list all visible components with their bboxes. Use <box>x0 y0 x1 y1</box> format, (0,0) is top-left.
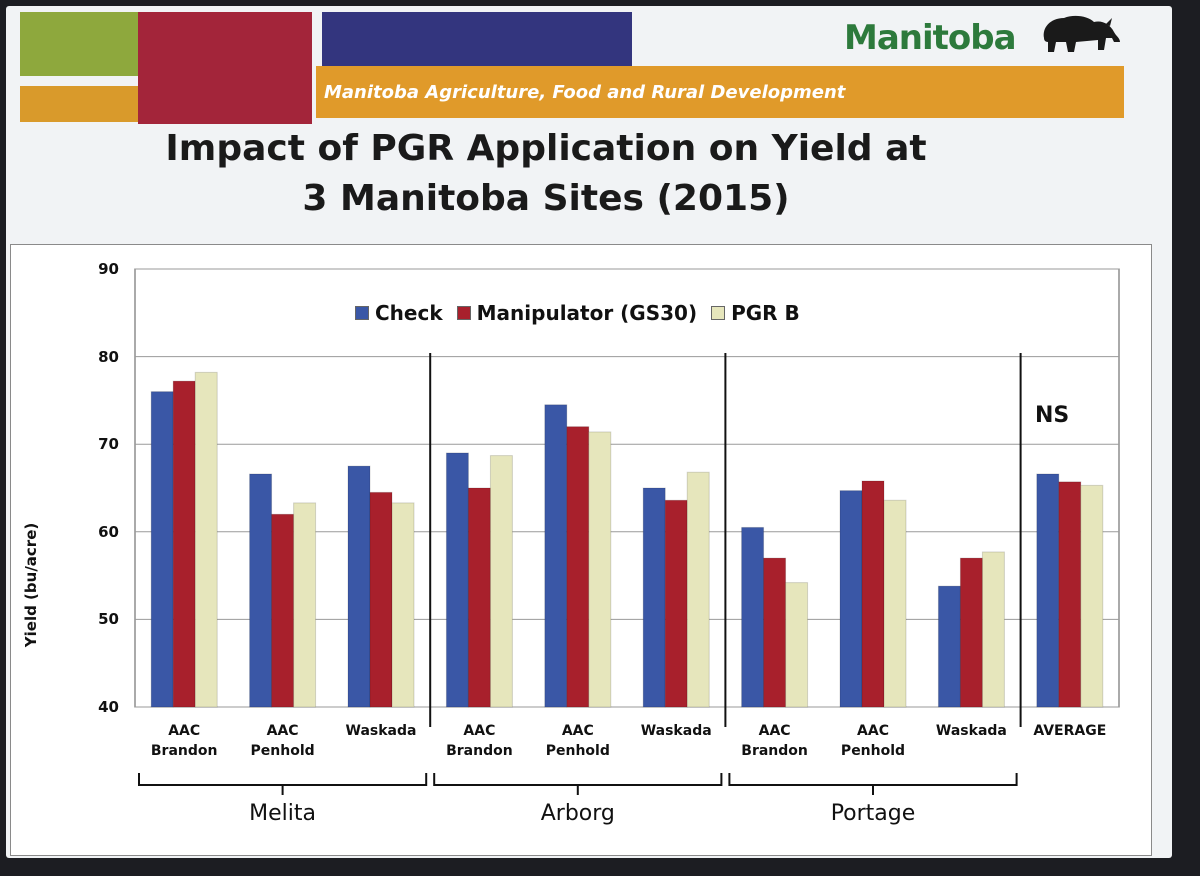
category-label-line: AVERAGE <box>1033 723 1107 739</box>
slide-title: Impact of PGR Application on Yield at 3 … <box>106 124 986 224</box>
y-tick-label: 90 <box>98 260 119 278</box>
y-axis-label-wrap: Yield (bu/acre) <box>11 485 51 685</box>
title-line-1: Impact of PGR Application on Yield at <box>165 128 927 169</box>
bar-manipulator-gs30--2 <box>369 491 393 708</box>
category-label: AAC Brandon <box>741 721 808 761</box>
category-label-line: Waskada <box>345 723 417 739</box>
category-label: Waskada <box>346 721 417 741</box>
bar-check-0 <box>150 391 174 708</box>
bar-check-8 <box>937 585 961 708</box>
legend-item-pgr-b: PGR B <box>711 301 800 325</box>
title-line-2: 3 Manitoba Sites (2015) <box>302 178 790 219</box>
decor-green-block <box>20 12 138 76</box>
bar-manipulator-gs30--4 <box>566 426 590 708</box>
category-label-line: AAC <box>758 723 791 739</box>
bar-manipulator-gs30--5 <box>664 499 688 708</box>
legend-label-check: Check <box>375 301 443 325</box>
legend-item-manipulator: Manipulator (GS30) <box>456 301 698 325</box>
bar-check-6 <box>741 526 765 708</box>
bar-check-5 <box>642 487 666 708</box>
bar-pgr-b-4 <box>588 431 612 708</box>
bar-check-2 <box>347 465 371 708</box>
category-label: AAC Penhold <box>841 721 905 761</box>
category-label: Waskada <box>641 721 712 741</box>
site-label-portage: Portage <box>830 801 916 826</box>
bar-check-3 <box>445 452 469 708</box>
legend: Check Manipulator (GS30) PGR B <box>355 301 814 325</box>
organization-name: Manitoba Agriculture, Food and Rural Dev… <box>324 82 846 103</box>
bar-pgr-b-0 <box>194 371 218 708</box>
y-tick-label: 50 <box>98 610 119 629</box>
y-tick-label: 40 <box>98 698 119 716</box>
bar-pgr-b-9 <box>1080 484 1104 708</box>
decor-red-block <box>138 12 312 124</box>
category-label-line: AAC <box>266 723 299 739</box>
bar-check-9 <box>1036 473 1060 708</box>
category-label-line: Penhold <box>840 743 906 759</box>
category-label-line: Brandon <box>741 743 808 759</box>
bar-check-4 <box>544 404 568 708</box>
bar-pgr-b-8 <box>981 551 1005 708</box>
y-tick-label: 70 <box>98 435 119 454</box>
group-bracket-arborg <box>433 773 723 795</box>
decor-yellow-block <box>20 86 138 122</box>
bar-pgr-b-6 <box>785 582 809 708</box>
chart-area: Yield (bu/acre) Check Manipulator (GS30)… <box>10 244 1152 856</box>
bar-manipulator-gs30--6 <box>763 557 787 708</box>
category-label: AVERAGE <box>1033 721 1106 741</box>
significance-annotation: NS <box>1035 403 1070 428</box>
bar-manipulator-gs30--9 <box>1058 481 1082 708</box>
group-bracket-melita <box>138 773 428 795</box>
category-label-line: AAC <box>857 723 889 739</box>
bar-manipulator-gs30--1 <box>271 513 295 708</box>
category-label-line: Penhold <box>545 743 610 759</box>
bar-manipulator-gs30--8 <box>959 557 983 708</box>
bar-chart <box>134 268 1120 795</box>
category-label-line: AAC <box>561 723 594 739</box>
legend-label-pgr-b: PGR B <box>731 301 800 325</box>
category-label: AAC Brandon <box>446 721 513 761</box>
bison-icon <box>1043 15 1120 52</box>
category-label-line: Brandon <box>150 743 218 759</box>
category-label-line: AAC <box>463 723 496 739</box>
legend-label-manipulator: Manipulator (GS30) <box>476 301 698 325</box>
category-label: AAC Penhold <box>251 721 315 761</box>
bar-pgr-b-7 <box>883 499 907 708</box>
y-tick-label: 60 <box>98 522 119 541</box>
slide: Manitoba Agriculture, Food and Rural Dev… <box>6 6 1172 858</box>
category-label-line: Brandon <box>446 743 513 759</box>
category-label: Waskada <box>936 721 1007 741</box>
group-bracket-portage <box>728 773 1018 795</box>
category-label: AAC Penhold <box>546 721 610 761</box>
category-label: AAC Brandon <box>151 721 218 761</box>
category-label-line: Waskada <box>935 723 1007 739</box>
legend-swatch-check <box>355 306 369 320</box>
site-label-arborg: Arborg <box>540 801 615 826</box>
manitoba-logo-text: Manitoba <box>844 18 1017 58</box>
y-tick-label: 80 <box>98 347 119 366</box>
legend-swatch-manipulator <box>456 306 471 320</box>
bar-pgr-b-5 <box>686 471 710 708</box>
category-label-line: Penhold <box>250 743 315 759</box>
organization-banner: Manitoba Agriculture, Food and Rural Dev… <box>316 66 1124 118</box>
bar-check-1 <box>249 473 273 708</box>
category-label-line: Waskada <box>640 723 712 739</box>
decor-navy-block <box>322 12 632 68</box>
bar-check-7 <box>839 490 863 708</box>
bar-manipulator-gs30--0 <box>172 380 196 708</box>
legend-item-check: Check <box>355 301 443 325</box>
bar-pgr-b-2 <box>391 502 415 708</box>
bar-manipulator-gs30--7 <box>861 480 885 708</box>
legend-swatch-pgr-b <box>711 306 726 320</box>
bar-pgr-b-3 <box>489 455 513 708</box>
bar-pgr-b-1 <box>293 502 317 708</box>
category-label-line: AAC <box>168 723 201 739</box>
site-label-melita: Melita <box>249 801 317 826</box>
bar-manipulator-gs30--3 <box>467 487 491 708</box>
y-axis-label: Yield (bu/acre) <box>22 522 40 648</box>
